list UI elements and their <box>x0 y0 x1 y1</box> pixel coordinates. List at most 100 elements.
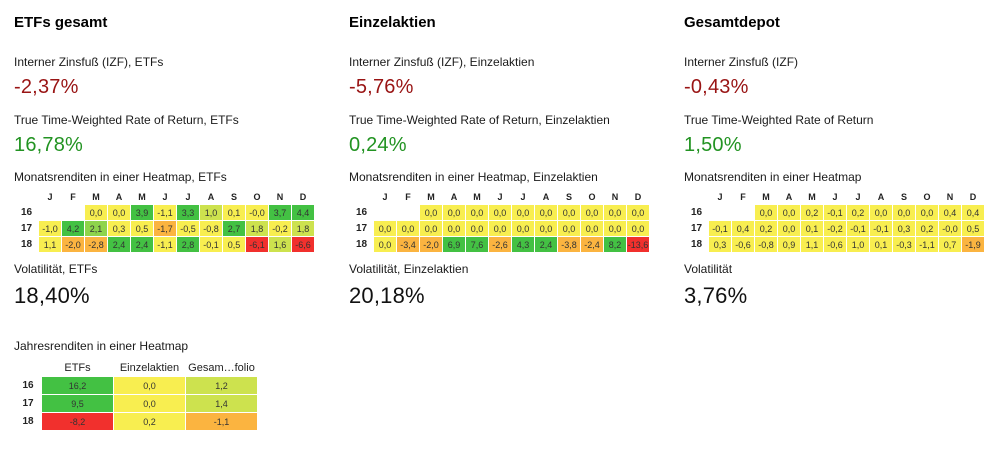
heatmap-column-header: J <box>855 191 861 202</box>
heatmap-column-header: O <box>253 191 261 202</box>
heatmap-cell: 3,3 <box>177 205 199 220</box>
heatmap-cell: 0,4 <box>939 205 961 220</box>
izf-label: Interner Zinsfuß (IZF), ETFs <box>14 55 164 69</box>
heatmap-cell: 2,7 <box>223 221 245 236</box>
heatmap-cell: -0,1 <box>824 205 846 220</box>
heatmap-column-header: J <box>497 191 503 202</box>
heatmap-column-header: N <box>611 191 619 202</box>
heatmap-cell: 16,2 <box>42 377 113 394</box>
heatmap-cell: 0,0 <box>627 221 649 236</box>
heatmap-cell: 0,1 <box>870 237 892 252</box>
monthly-heatmap: J F M A M J J A S O N D 16 0,0 0,0 0,2 -0,1 0,2 0,0 0,0 0,0 0… <box>684 188 1000 253</box>
heatmap-cell: -2,0 <box>62 237 84 252</box>
heatmap-row: 16 0,0 0,0 0,0 0,0 0,0 0,0 0,0 0,0 0,0 0,0 <box>350 205 649 220</box>
heatmap-cell: 0,0 <box>604 205 626 220</box>
heatmap-cell: 0,0 <box>604 221 626 236</box>
heatmap-row: 18 1,1 -2,0 -2,8 2,4 2,4 -1,1 2,8 -0,1 0,5 -6,1 1,6… <box>15 237 314 252</box>
volatility-value: 3,76% <box>684 283 748 308</box>
heatmap-cell: 1,8 <box>246 221 268 236</box>
heatmap-column-header: F <box>405 191 411 202</box>
heatmap-cell: -0,0 <box>246 205 268 220</box>
yearly-heatmap-label: Jahresrenditen in einer Heatmap <box>14 339 189 353</box>
heatmap-cell: -0,1 <box>847 221 869 236</box>
heatmap-column-header: J <box>717 191 723 202</box>
heatmap-column-header: J <box>162 191 168 202</box>
heatmap-cell: 0,2 <box>916 221 938 236</box>
heatmap-column-header: S <box>565 191 572 202</box>
heatmap-row: 16 16,2 0,0 1,2 <box>15 377 257 394</box>
heatmap-row-label: 16 <box>355 207 368 218</box>
heatmap-row-label: 17 <box>22 398 34 409</box>
heatmap-column-header: N <box>946 191 954 202</box>
panel-etfs: ETFs gesamt Interner Zinsfuß (IZF), ETFs… <box>14 8 349 431</box>
heatmap-cell: -3,4 <box>397 237 419 252</box>
heatmap-cell: 0,3 <box>709 237 731 252</box>
heatmap-cell: -1,7 <box>154 221 176 236</box>
panel-title: Einzelaktien <box>349 14 436 31</box>
heatmap-column-header: F <box>740 191 746 202</box>
heatmap-cell: 0,0 <box>443 205 465 220</box>
heatmap-column-header: A <box>207 191 215 202</box>
heatmap-cell: 0,0 <box>581 221 603 236</box>
izf-value: -0,43% <box>684 76 749 98</box>
heatmap-cell: 0,0 <box>535 205 557 220</box>
heatmap-cell: -1,9 <box>962 237 984 252</box>
monthly-heatmap-label: Monatsrenditen in einer Heatmap, ETFs <box>14 170 227 184</box>
heatmap-cell: 0,1 <box>801 221 823 236</box>
heatmap-column-header: M <box>473 191 481 202</box>
heatmap-column-header: J <box>47 191 53 202</box>
heatmap-cell: -1,1 <box>186 413 257 430</box>
heatmap-cell: -2,8 <box>85 237 107 252</box>
ttwror-label: True Time-Weighted Rate of Return, Einze… <box>349 113 610 127</box>
heatmap-cell: 1,8 <box>292 221 314 236</box>
heatmap-cell: -1,1 <box>154 205 176 220</box>
heatmap-cell: 0,0 <box>558 221 580 236</box>
panel-gesamtdepot: Gesamtdepot Interner Zinsfuß (IZF) -0,43… <box>684 8 1000 309</box>
heatmap-cell: 4,3 <box>512 237 534 252</box>
heatmap-column-header: J <box>382 191 388 202</box>
heatmap-column-header: Gesam…folio <box>188 361 255 374</box>
heatmap-cell: 0,0 <box>778 205 800 220</box>
heatmap-cell: 2,8 <box>177 237 199 252</box>
heatmap-cell: -0,8 <box>200 221 222 236</box>
heatmap-row-label: 18 <box>355 239 368 250</box>
heatmap-row: 17 0,0 0,0 0,0 0,0 0,0 0,0 0,0 0,0 0,0 0,0 0,0 0,0 <box>350 221 649 236</box>
heatmap-cell: 0,2 <box>114 413 185 430</box>
heatmap-row: 18 0,0 -3,4 -2,0 6,9 7,6 -2,6 4,3 2,4 -3,8 -2,4 8,2… <box>350 237 649 252</box>
heatmap-cell: -3,8 <box>558 237 580 252</box>
heatmap-empty-cell <box>397 205 419 220</box>
heatmap-table: ETFs Einzelaktien Gesam…folio 16 16,2 0,0 1,2 1… <box>14 358 258 431</box>
heatmap-cell: 2,1 <box>85 221 107 236</box>
heatmap-column-header: O <box>588 191 596 202</box>
heatmap-row-label: 18 <box>20 239 33 250</box>
heatmap-cell: 0,0 <box>85 205 107 220</box>
heatmap-cell: 0,0 <box>489 221 511 236</box>
heatmap-column-header: O <box>923 191 931 202</box>
heatmap-cell: 2,4 <box>535 237 557 252</box>
heatmap-cell: -2,4 <box>581 237 603 252</box>
heatmap-column-header: D <box>299 191 307 202</box>
heatmap-cell: 3,7 <box>269 205 291 220</box>
heatmap-column-header: D <box>634 191 642 202</box>
heatmap-cell: 0,0 <box>535 221 557 236</box>
heatmap-cell: 0,5 <box>962 221 984 236</box>
heatmap-cell: -0,2 <box>824 221 846 236</box>
heatmap-column-header: J <box>520 191 526 202</box>
heatmap-corner <box>15 359 41 376</box>
heatmap-column-header: A <box>450 191 458 202</box>
heatmap-table: J F M A M J J A S O N D 16 0,0 0,0 3,9 -1,1 3,3 1,0 0,1 -0,0… <box>14 188 315 253</box>
heatmap-cell: 0,0 <box>870 205 892 220</box>
heatmap-table: J F M A M J J A S O N D 16 0,0 0,0 0,2 -0,1 0,2 0,0 0,0 0,0 0… <box>684 188 985 253</box>
volatility-label: Volatilität <box>684 262 733 276</box>
volatility-value: 20,18% <box>349 283 425 308</box>
heatmap-column-header: J <box>185 191 191 202</box>
heatmap-column-header: M <box>427 191 435 202</box>
heatmap-cell: 0,0 <box>114 395 185 412</box>
heatmap-row-label: 18 <box>22 416 34 427</box>
heatmap-cell: 0,0 <box>778 221 800 236</box>
heatmap-corner <box>15 189 38 204</box>
heatmap-cell: 7,6 <box>466 237 488 252</box>
heatmap-column-header: A <box>785 191 793 202</box>
heatmap-cell: 2,4 <box>108 237 130 252</box>
